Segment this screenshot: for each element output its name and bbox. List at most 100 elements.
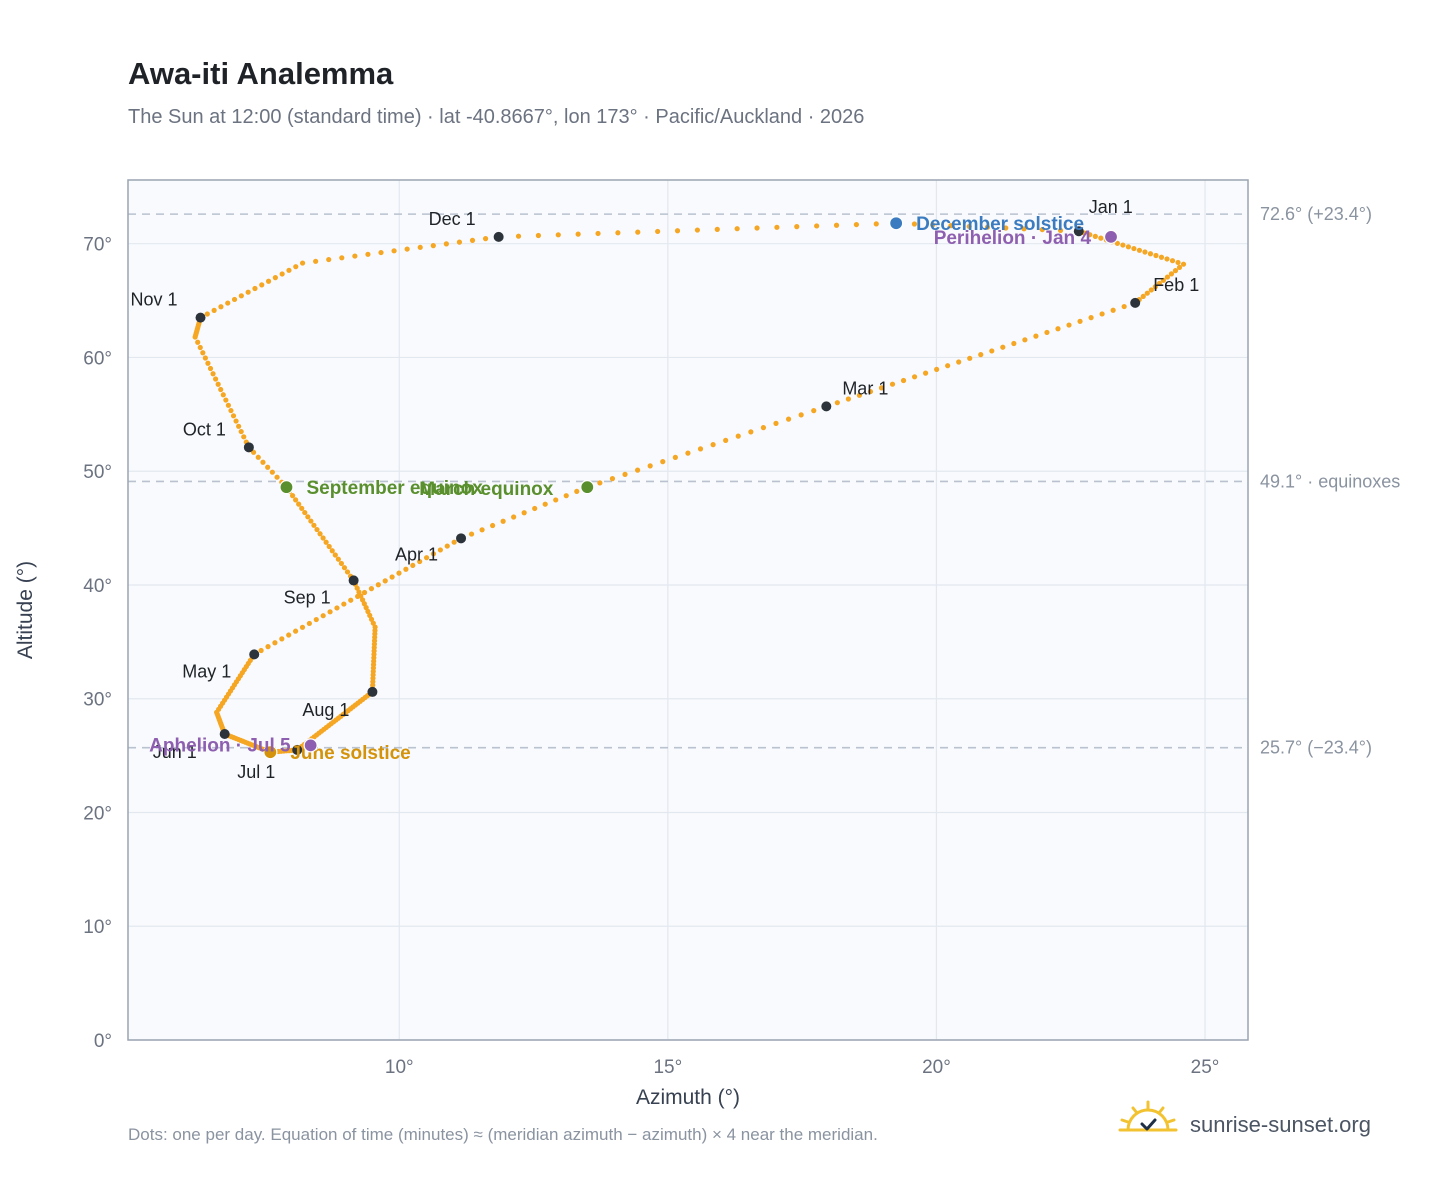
day-dot [535,232,541,239]
month-label: Sep 1 [284,587,331,607]
day-dot [1120,242,1126,248]
day-dot [370,620,376,626]
day-dot [299,505,305,511]
day-dot [365,608,371,615]
month-label: Feb 1 [1153,275,1199,295]
day-dot [272,640,278,646]
day-dot [305,514,311,520]
day-dot [367,612,373,619]
month-marker [219,728,230,739]
day-dot [1175,259,1181,266]
day-dot [225,402,231,408]
day-dot [748,429,754,435]
day-dot [293,497,299,503]
month-marker [292,744,303,755]
day-dot [930,222,936,228]
day-dot [735,433,741,439]
day-dot [265,464,271,470]
day-dot [595,230,601,237]
event-label: Aphelion · Jul 5 [149,735,291,756]
month-label: May 1 [182,661,231,681]
day-dot [511,514,517,520]
day-dot [286,267,292,273]
day-dot [417,558,423,565]
day-dot [352,253,358,259]
month-label: Jul 1 [237,762,275,782]
day-dot [444,543,450,549]
brand-logo-icon [1118,1100,1178,1132]
y-tick-label: 10° [83,917,112,938]
day-dot [213,376,219,382]
day-dot [794,224,800,230]
day-dot [443,241,449,247]
day-dot [482,236,489,242]
day-dot [308,518,314,524]
day-dot [252,285,258,292]
month-label: Aug 1 [302,700,349,720]
day-dot [1077,318,1083,324]
reference-line-label: 49.1° · equinoxes [1260,471,1400,491]
event-label: March equinox [419,479,554,500]
day-dot [320,613,326,619]
month-label: Mar 1 [842,378,888,398]
day-dot [674,228,681,234]
x-tick-label: 15° [653,1057,682,1078]
day-dot [238,428,244,435]
day-dot [553,497,559,503]
day-dot [197,344,203,351]
chart-subtitle: The Sun at 12:00 (standard time) · lat -… [128,106,864,128]
month-marker [243,442,254,453]
day-dot [368,586,375,592]
x-tick-label: 10° [385,1057,414,1078]
month-marker [195,312,206,323]
day-dot [714,226,720,232]
day-dot [391,248,397,254]
y-tick-label: 30° [83,690,112,711]
month-marker [348,575,359,586]
day-dot [250,449,257,455]
plot-frame [127,179,1249,1041]
day-dot [934,366,940,373]
reference-line-label: 25.7° (−23.4°) [1260,738,1372,758]
day-dot [479,527,485,533]
day-dot [635,467,641,473]
month-marker [1130,297,1141,308]
day-dot [378,249,384,256]
day-dot [230,413,237,419]
day-dot [1033,333,1039,339]
chart-title: Awa-iti Analemma [128,56,394,91]
day-dot [302,509,308,516]
day-dot [332,552,338,558]
day-dot [1110,307,1116,313]
day-dot [1011,340,1017,347]
day-dot [265,278,272,284]
month-marker [493,231,504,242]
day-dot [1169,258,1176,264]
day-dot [1176,264,1183,271]
day-dot [834,400,840,406]
day-dot [723,437,729,443]
day-dot [218,386,224,393]
event-label: June solstice [290,743,410,764]
day-dot [210,371,216,377]
day-dot [255,454,261,460]
day-dot [597,480,603,486]
analemma-path [192,220,1187,755]
day-dot [375,582,381,588]
event-label: September equinox [306,478,483,499]
y-tick-label: 70° [83,235,112,256]
day-dot [389,574,395,580]
day-dot [685,450,691,456]
day-dot [853,221,860,228]
day-dot [532,505,538,512]
day-dot [1087,232,1093,238]
day-dot [205,360,211,366]
day-dot [361,601,367,607]
day-dot [814,223,820,229]
day-dot [1125,244,1132,250]
day-dot [341,565,348,571]
day-dot [609,476,616,482]
day-dot [845,396,851,402]
day-dot [1148,287,1154,293]
